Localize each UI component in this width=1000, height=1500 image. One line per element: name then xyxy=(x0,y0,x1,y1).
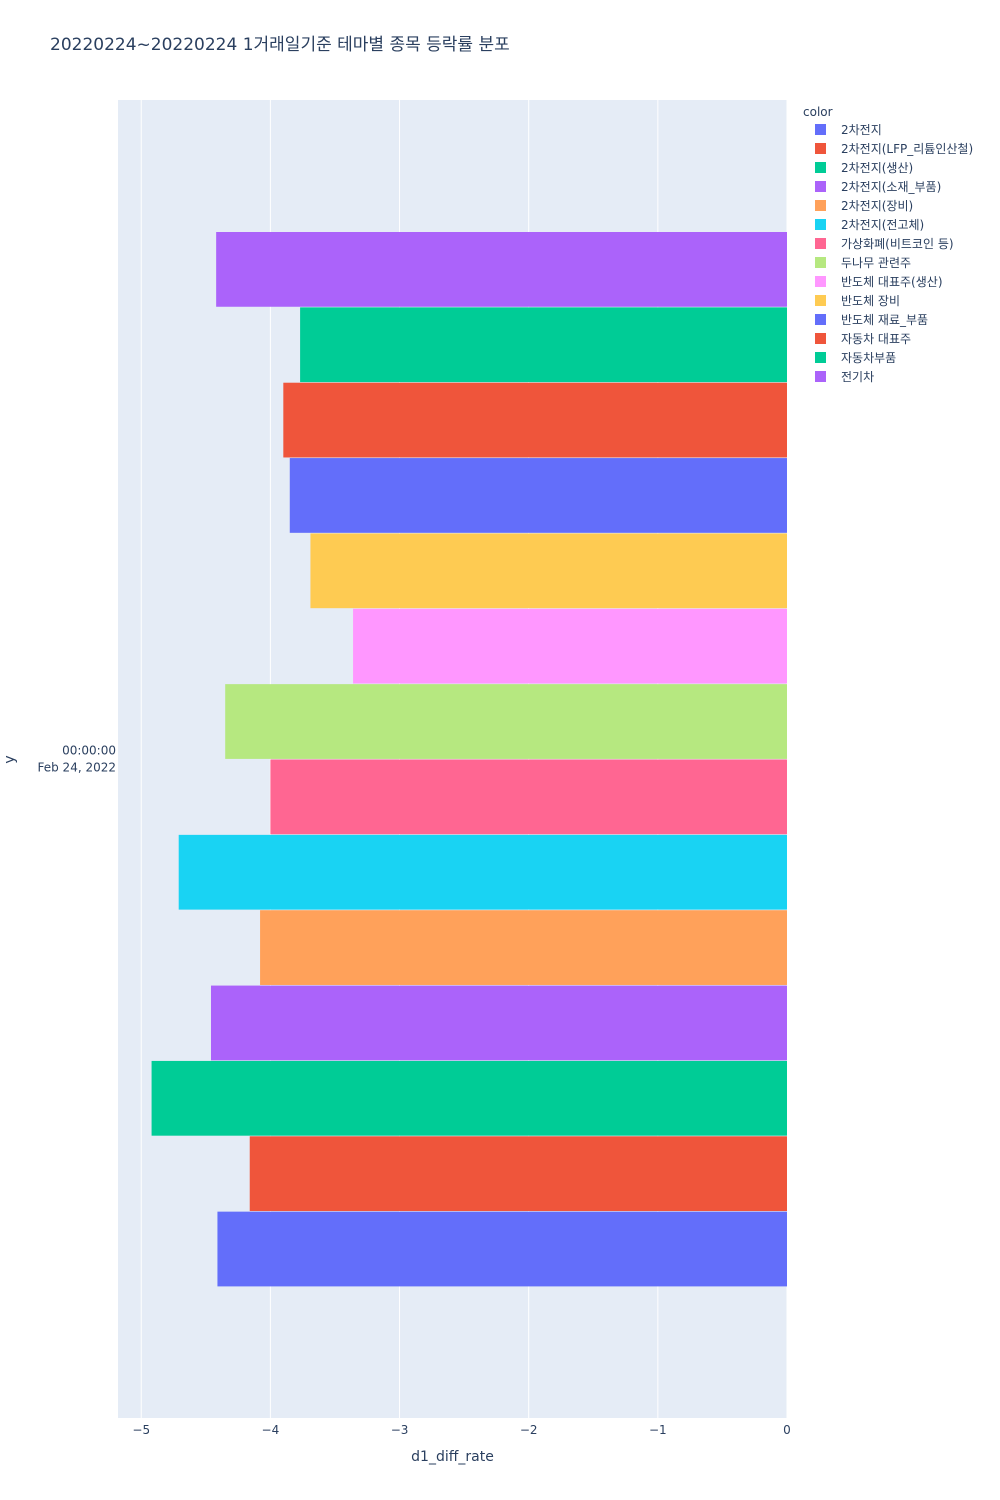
x-tick-label: −2 xyxy=(520,1423,538,1437)
legend-item-label[interactable]: 반도체 대표주(생산) xyxy=(841,275,943,289)
bar[interactable] xyxy=(353,608,787,684)
legend-item-label[interactable]: 자동차 대표주 xyxy=(841,332,911,346)
legend-title: color xyxy=(803,105,833,119)
bar[interactable] xyxy=(217,1211,788,1287)
legend[interactable]: 2차전지 2차전지(LFP_리튬인산철) 2차전지(생산) 2차전지(소재_부품) 2차… xyxy=(815,123,973,384)
legend-item-label[interactable]: 가상화폐(비트코인 등) xyxy=(841,237,954,251)
legend-swatch[interactable] xyxy=(815,314,826,325)
legend-item-label[interactable]: 전기차 xyxy=(841,370,874,384)
legend-swatch[interactable] xyxy=(815,181,826,192)
legend-item-label[interactable]: 반도체 재료_부품 xyxy=(841,313,928,327)
y-tick-label-time: 00:00:00 xyxy=(62,744,116,758)
x-tick-label: −3 xyxy=(391,1423,409,1437)
x-axis-title: d1_diff_rate xyxy=(411,1449,494,1465)
bar[interactable] xyxy=(225,684,788,759)
x-tick-label: 0 xyxy=(783,1423,791,1437)
bar[interactable] xyxy=(289,458,787,533)
legend-item-label[interactable]: 자동차부품 xyxy=(841,351,896,365)
x-tick-label: −1 xyxy=(649,1423,667,1437)
bar[interactable] xyxy=(260,910,787,985)
x-tick-label: −5 xyxy=(132,1423,150,1437)
bar[interactable] xyxy=(270,759,787,835)
legend-swatch[interactable] xyxy=(815,219,826,230)
bar[interactable] xyxy=(249,1136,788,1212)
legend-swatch[interactable] xyxy=(815,352,826,363)
legend-item-label[interactable]: 2차전지(장비) xyxy=(841,199,913,213)
legend-swatch[interactable] xyxy=(815,295,826,306)
legend-swatch[interactable] xyxy=(815,162,826,173)
x-tick-label: −4 xyxy=(262,1423,280,1437)
legend-swatch[interactable] xyxy=(815,143,826,154)
legend-swatch[interactable] xyxy=(815,333,826,344)
legend-swatch[interactable] xyxy=(815,124,826,135)
bar[interactable] xyxy=(300,307,787,383)
legend-item-label[interactable]: 2차전지 xyxy=(841,123,882,137)
legend-item-label[interactable]: 2차전지(소재_부품) xyxy=(841,180,941,194)
legend-swatch[interactable] xyxy=(815,200,826,211)
y-axis-title: y xyxy=(2,755,18,763)
bar[interactable] xyxy=(310,533,787,609)
bar[interactable] xyxy=(216,232,788,307)
y-tick-label-date: Feb 24, 2022 xyxy=(38,761,117,775)
legend-swatch[interactable] xyxy=(815,257,826,268)
bar[interactable] xyxy=(210,985,788,1061)
bar[interactable] xyxy=(283,382,787,458)
legend-item-label[interactable]: 두나무 관련주 xyxy=(841,256,911,270)
legend-item-label[interactable]: 2차전지(LFP_리튬인산철) xyxy=(841,142,973,156)
legend-swatch[interactable] xyxy=(815,371,826,382)
legend-item-label[interactable]: 2차전지(생산) xyxy=(841,161,913,175)
legend-swatch[interactable] xyxy=(815,276,826,287)
bar[interactable] xyxy=(151,1060,787,1136)
legend-item-label[interactable]: 반도체 장비 xyxy=(841,294,900,308)
legend-swatch[interactable] xyxy=(815,238,826,249)
legend-item-label[interactable]: 2차전지(전고체) xyxy=(841,218,924,232)
bar[interactable] xyxy=(178,834,787,910)
chart-title: 20220224~20220224 1거래일기준 테마별 종목 등락률 분포 xyxy=(50,35,510,55)
